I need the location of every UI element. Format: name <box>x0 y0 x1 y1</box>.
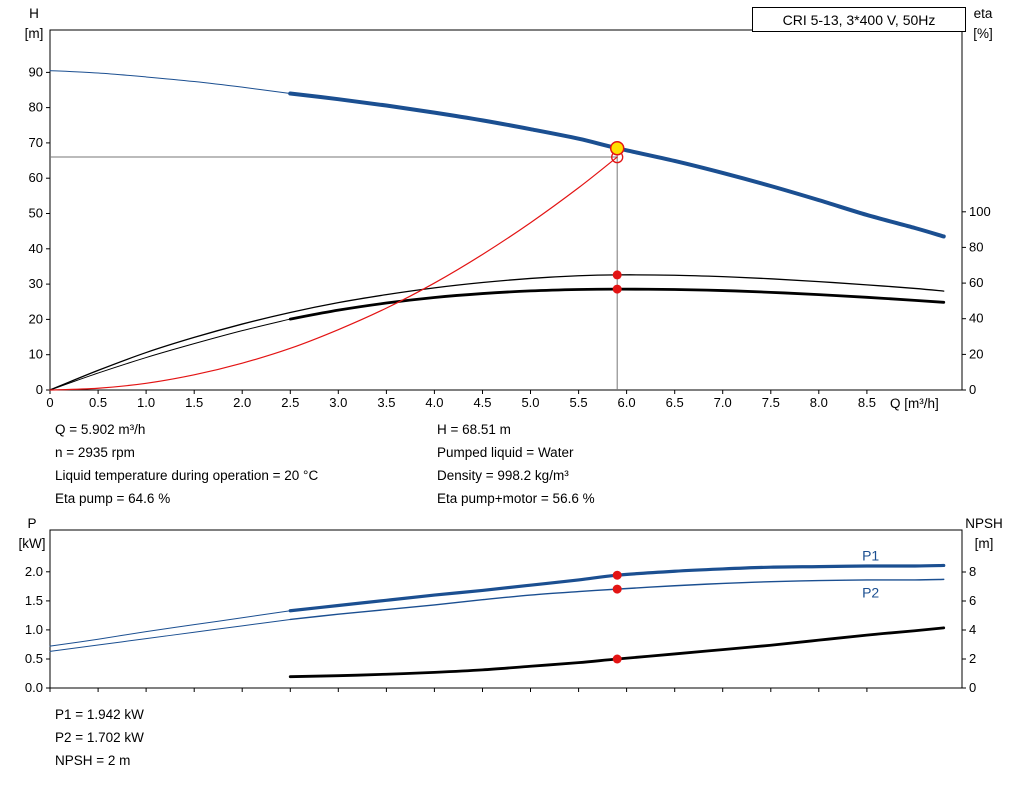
y-left-tick-label: 10 <box>29 347 43 362</box>
y-right-tick-label: 20 <box>969 346 983 361</box>
y-right-tick-label: 0 <box>969 382 976 397</box>
p-axis-label: P [kW] <box>8 514 56 554</box>
npsh-axis-symbol: NPSH <box>965 516 1003 531</box>
x-tick-label: 3.0 <box>329 395 347 410</box>
x-tick-label: 2.5 <box>281 395 299 410</box>
qh-eta-chart: 0 0.5 1.0 1.5 2.0 2.5 3.0 3.5 4.0 4.5 5.0 5.5 6.0 6.5… <box>29 29 991 410</box>
y-right-tick-label: 80 <box>969 239 983 254</box>
x-tick-label: 1.0 <box>137 395 155 410</box>
eta-pump-motor-leadin-curve <box>49 318 291 391</box>
npsh-axis-label: NPSH [m] <box>954 514 1014 554</box>
p2-marker <box>612 584 622 594</box>
annotation-flow: Q = 5.902 m³/h <box>55 422 146 437</box>
x-tick-label: 2.0 <box>233 395 251 410</box>
curve-title-box: CRI 5-13, 3*400 V, 50Hz <box>752 7 966 32</box>
h-axis-unit: [m] <box>24 26 44 41</box>
x-tick-label: 7.5 <box>762 395 780 410</box>
annotation-eta-pump-motor: Eta pump+motor = 56.6 % <box>437 491 595 506</box>
y-left-tick-label: 80 <box>29 100 43 115</box>
annotation-p2: P2 = 1.702 kW <box>55 730 144 745</box>
p1-marker <box>612 570 622 580</box>
y-right-tick-label: 60 <box>969 275 983 290</box>
y-left-tick-label: 40 <box>29 241 43 256</box>
duty-annotations-right: H = 68.51 m Pumped liquid = Water Densit… <box>437 418 595 510</box>
annotation-density: Density = 998.2 kg/m³ <box>437 468 569 483</box>
y-right-tick-label: 4 <box>969 622 976 637</box>
power-annotations: P1 = 1.942 kW P2 = 1.702 kW NPSH = 2 m <box>55 703 144 772</box>
p1-leadin-curve <box>49 610 291 647</box>
plot-frame <box>49 529 963 689</box>
y-left-tick-label: 0.0 <box>25 680 43 695</box>
eta-pump-marker <box>612 270 622 280</box>
x-tick-label: 0.5 <box>89 395 107 410</box>
y-right-tick-label: 8 <box>969 564 976 579</box>
y-right-tick-label: 0 <box>969 680 976 695</box>
x-tick-label: 7.0 <box>714 395 732 410</box>
duty-annotations-left: Q = 5.902 m³/h n = 2935 rpm Liquid tempe… <box>55 418 318 510</box>
x-tick-label: 0 <box>46 395 53 410</box>
h-axis-symbol: H <box>29 6 39 21</box>
p2-label: P2 <box>862 585 879 601</box>
p-axis-symbol: P <box>27 516 37 531</box>
plot-frame <box>49 29 963 391</box>
y-left-tick-label: 50 <box>29 206 43 221</box>
eta-axis-symbol: eta <box>973 6 993 21</box>
q-axis-label: Q [m³/h] <box>890 396 939 411</box>
x-tick-label: 6.5 <box>666 395 684 410</box>
annotation-liquid-temperature: Liquid temperature during operation = 20… <box>55 468 319 483</box>
p1-label: P1 <box>862 548 879 564</box>
x-tick-label: 5.0 <box>521 395 539 410</box>
y-left-tick-label: 2.0 <box>25 564 43 579</box>
y-right-tick-label: 100 <box>969 204 991 219</box>
annotation-pumped-liquid: Pumped liquid = Water <box>437 445 574 460</box>
system-curve-curve <box>49 156 618 391</box>
x-tick-label: 4.0 <box>425 395 443 410</box>
annotation-npsh: NPSH = 2 m <box>55 753 131 768</box>
y-right-tick-label: 2 <box>969 651 976 666</box>
y-left-tick-label: 20 <box>29 311 43 326</box>
x-tick-label: 1.5 <box>185 395 203 410</box>
y-left-tick-label: 30 <box>29 276 43 291</box>
eta-axis-unit: [%] <box>973 26 993 41</box>
x-tick-label: 3.5 <box>377 395 395 410</box>
y-left-tick-label: 0 <box>36 382 43 397</box>
annotation-eta-pump: Eta pump = 64.6 % <box>55 491 171 506</box>
y-left-tick-label: 1.0 <box>25 622 43 637</box>
npsh-curve <box>288 626 946 679</box>
annotation-head: H = 68.51 m <box>437 422 511 437</box>
y-right-tick-label: 40 <box>969 311 983 326</box>
eta-pump-motor-marker <box>612 284 622 294</box>
npsh-axis-unit: [m] <box>974 536 994 551</box>
power-npsh-chart: 0.0 0.5 1.0 1.5 2.0 0 2 4 6 8 P1 P2 <box>25 529 976 695</box>
y-left-tick-label: 70 <box>29 135 43 150</box>
y-left-tick-label: 60 <box>29 170 43 185</box>
x-tick-label: 8.0 <box>810 395 828 410</box>
y-left-tick-label: 90 <box>29 64 43 79</box>
eta-pump-curve <box>49 274 945 391</box>
npsh-marker <box>612 654 622 664</box>
p2-leadin-curve <box>49 618 291 652</box>
x-tick-label: 8.5 <box>858 395 876 410</box>
annotation-p1: P1 = 1.942 kW <box>55 707 144 722</box>
eta-axis-label: eta [%] <box>958 4 1008 44</box>
p-axis-unit: [kW] <box>18 536 46 551</box>
x-tick-label: 5.5 <box>570 395 588 410</box>
h-axis-label: H [m] <box>14 4 54 44</box>
x-tick-label: 4.5 <box>473 395 491 410</box>
duty-point-marker <box>609 140 625 156</box>
annotation-speed: n = 2935 rpm <box>55 445 135 460</box>
y-left-tick-label: 1.5 <box>25 593 43 608</box>
y-right-tick-label: 6 <box>969 593 976 608</box>
y-left-tick-label: 0.5 <box>25 651 43 666</box>
x-tick-label: 6.0 <box>618 395 636 410</box>
curve-title: CRI 5-13, 3*400 V, 50Hz <box>782 11 936 28</box>
qh-leadin-curve <box>49 70 291 95</box>
